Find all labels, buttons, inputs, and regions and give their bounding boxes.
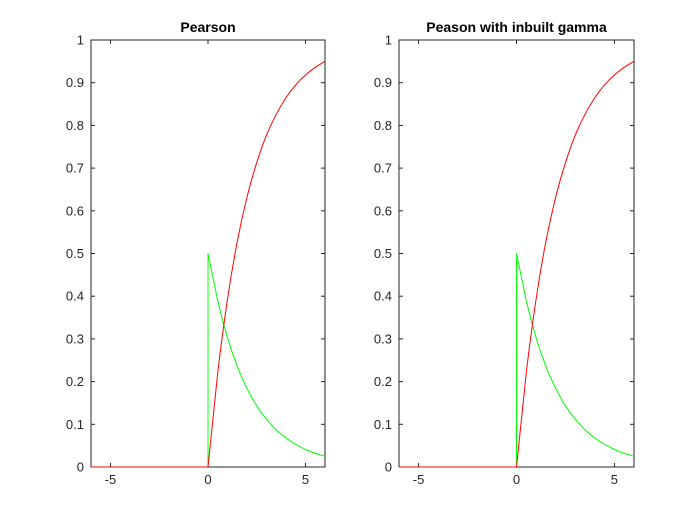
series-group: [91, 60, 326, 468]
series-green-line: [91, 253, 326, 468]
y-tick-label: 1: [385, 33, 392, 48]
y-tick-label: 0.8: [66, 118, 84, 133]
x-tick-label: -5: [105, 472, 117, 487]
series-red-line: [91, 60, 326, 468]
x-tick-label: 5: [302, 472, 309, 487]
y-tick-label: 0.2: [66, 374, 84, 389]
y-tick-label: 0.1: [374, 417, 392, 432]
y-tick-label: 0.5: [374, 246, 392, 261]
subplot-peason-with-inbuilt-gamma: Peason with inbuilt gamma -5 0 5 0 0.1 0.2 0.3…: [374, 19, 635, 488]
y-tick-label: 0.6: [66, 203, 84, 218]
x-tick-label: 0: [513, 472, 520, 487]
y-tick-label: 0: [77, 460, 84, 475]
y-tick-label: 0: [385, 460, 392, 475]
y-tick-label: 0.6: [374, 203, 392, 218]
y-tick-label: 0.1: [66, 417, 84, 432]
y-tick-label: 0.4: [374, 289, 392, 304]
subplot-pearson: Pearson -5 0 5 0 0.1 0.2 0.3 0.4 0.5 0.6 0.7 0.8 0.9…: [66, 19, 326, 488]
y-tick-label: 0.3: [66, 331, 84, 346]
y-tick-label: 0.9: [374, 75, 392, 90]
y-tick-label: 0.3: [374, 331, 392, 346]
y-tick-label: 0.4: [66, 289, 84, 304]
tick-marks: [399, 39, 634, 468]
tick-labels: -5 0 5 0 0.1 0.2 0.3 0.4 0.5 0.6 0.7 0.8 0.9 1: [374, 33, 618, 488]
y-tick-label: 1: [77, 33, 84, 48]
y-tick-label: 0.7: [374, 161, 392, 176]
series-group: [399, 60, 635, 468]
y-tick-label: 0.8: [374, 118, 392, 133]
tick-labels: -5 0 5 0 0.1 0.2 0.3 0.4 0.5 0.6 0.7 0.8 0.9 1: [66, 33, 309, 488]
x-tick-label: 0: [204, 472, 211, 487]
y-tick-label: 0.9: [66, 75, 84, 90]
subplot-title: Peason with inbuilt gamma: [426, 19, 607, 35]
y-tick-label: 0.2: [374, 374, 392, 389]
series-green-line: [399, 253, 635, 468]
x-tick-label: -5: [413, 472, 425, 487]
x-tick-label: 5: [611, 472, 618, 487]
y-tick-label: 0.7: [66, 161, 84, 176]
subplot-title: Pearson: [180, 19, 235, 35]
series-red-line: [399, 60, 635, 468]
y-tick-label: 0.5: [66, 246, 84, 261]
